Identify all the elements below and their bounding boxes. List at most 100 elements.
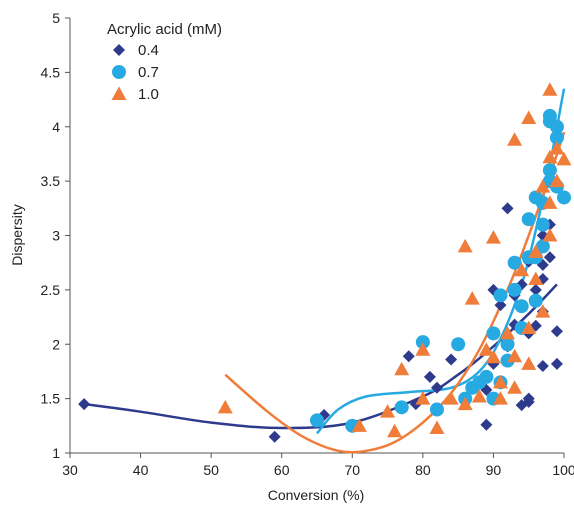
data-point-triangle <box>464 291 480 305</box>
data-point-circle <box>557 190 571 205</box>
data-point-triangle <box>492 391 508 405</box>
data-point-triangle <box>394 361 410 376</box>
data-point-circle <box>394 400 409 415</box>
data-point-triangle <box>535 304 551 318</box>
y-tick-label: 1.5 <box>41 391 61 407</box>
x-tick-label: 70 <box>344 462 360 478</box>
data-point-circle <box>507 255 522 270</box>
data-point-diamond <box>536 360 549 372</box>
data-point-triangle <box>507 132 523 146</box>
data-point-triangle <box>521 320 537 334</box>
data-point-triangle <box>471 388 487 403</box>
legend-marker-triangle <box>111 86 127 100</box>
data-point-triangle <box>507 380 523 394</box>
data-point-diamond <box>268 430 281 443</box>
data-point-triangle <box>542 195 558 209</box>
x-ticks: 30 40 50 60 70 80 90 100 <box>62 453 574 478</box>
x-tick-label: 100 <box>552 462 574 478</box>
data-point-circle <box>528 293 543 308</box>
legend-marker-diamond <box>113 44 125 56</box>
data-point-triangle <box>549 173 565 188</box>
data-point-diamond <box>494 299 507 312</box>
data-point-diamond <box>522 392 535 405</box>
data-point-triangle <box>521 356 537 370</box>
data-point-circle <box>415 335 430 350</box>
data-point-triangle <box>507 348 523 363</box>
data-point-circle <box>535 217 550 232</box>
data-points <box>78 82 572 443</box>
legend-title: Acrylic acid (mM) <box>107 21 222 38</box>
x-tick-label: 80 <box>415 462 431 478</box>
x-tick-label: 90 <box>486 462 502 478</box>
data-point-triangle <box>492 374 508 389</box>
data-point-circle <box>451 337 466 352</box>
data-point-triangle <box>387 423 403 438</box>
data-point-diamond <box>550 357 563 370</box>
data-point-triangle <box>528 271 544 285</box>
trend-line-triangle <box>224 131 566 454</box>
data-point-diamond <box>543 251 556 264</box>
data-point-triangle <box>380 404 396 418</box>
data-point-diamond <box>78 398 91 411</box>
data-point-diamond <box>529 283 542 296</box>
y-tick-label: 5 <box>52 10 60 26</box>
x-tick-label: 30 <box>62 462 78 478</box>
data-point-triangle <box>415 342 431 356</box>
data-point-circle <box>535 239 550 254</box>
data-point-triangle <box>429 420 445 434</box>
data-point-triangle <box>485 230 501 244</box>
data-point-triangle <box>528 244 544 258</box>
x-axis-title: Conversion (%) <box>268 487 364 503</box>
data-point-circle <box>486 326 501 341</box>
data-point-triangle <box>542 228 558 242</box>
data-point-triangle <box>556 151 572 166</box>
data-point-triangle <box>478 342 494 356</box>
data-point-circle <box>542 163 557 178</box>
data-point-circle <box>310 413 324 428</box>
x-tick-label: 40 <box>133 462 149 478</box>
data-point-triangle <box>457 396 473 411</box>
legend-label: 0.4 <box>138 42 159 59</box>
legend-marker-circle <box>112 65 126 79</box>
y-tick-label: 4 <box>52 119 60 135</box>
data-point-triangle <box>443 391 459 405</box>
y-tick-label: 2 <box>52 336 60 352</box>
data-point-triangle <box>542 82 558 96</box>
data-point-triangle <box>549 141 565 155</box>
legend-label: 0.7 <box>138 64 159 81</box>
x-tick-label: 60 <box>274 462 290 478</box>
data-point-circle <box>479 369 494 384</box>
y-tick-label: 2.5 <box>41 282 61 298</box>
x-tick-label: 50 <box>203 462 219 478</box>
data-point-diamond <box>445 353 458 366</box>
data-point-triangle <box>485 349 501 364</box>
y-tick-label: 1 <box>52 445 60 461</box>
y-tick-label: 3.5 <box>41 173 61 189</box>
data-point-diamond <box>402 350 415 363</box>
data-point-diamond <box>480 418 493 431</box>
data-point-diamond <box>423 370 436 383</box>
trend-line-diamond <box>83 283 558 430</box>
data-point-diamond <box>430 381 443 394</box>
legend-label: 1.0 <box>138 86 159 103</box>
data-point-circle <box>542 108 557 123</box>
data-point-triangle <box>535 179 551 193</box>
plot-area: 30 40 50 60 70 80 90 100 1 1.5 2 2.5 3 3.5 4 4.5 5 <box>41 10 574 478</box>
data-point-diamond <box>550 325 563 338</box>
data-point-circle <box>500 337 515 352</box>
data-point-triangle <box>415 391 431 405</box>
data-point-triangle <box>457 238 473 253</box>
data-point-circle <box>507 282 522 297</box>
data-point-triangle <box>351 418 367 432</box>
data-point-circle <box>549 119 564 134</box>
y-axis-title: Dispersity <box>9 204 25 265</box>
data-point-triangle <box>500 325 516 340</box>
data-point-triangle <box>542 149 558 164</box>
data-point-circle <box>521 212 536 227</box>
y-tick-label: 4.5 <box>41 64 61 80</box>
data-point-triangle <box>514 262 530 277</box>
data-point-circle <box>514 299 529 314</box>
data-point-circle <box>429 402 444 417</box>
data-point-triangle <box>521 110 537 125</box>
